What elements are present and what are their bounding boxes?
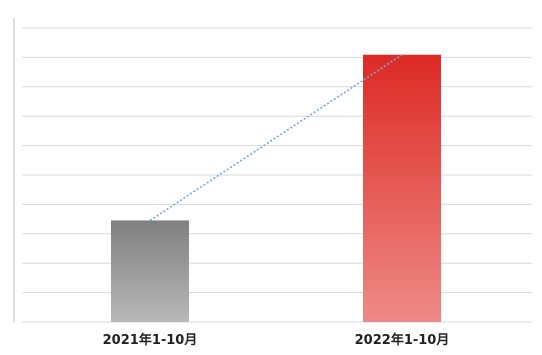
x-axis-tick-labels: 2021年1-10月 2022年1-10月 bbox=[103, 332, 450, 348]
bars bbox=[111, 54, 441, 323]
gridlines bbox=[22, 27, 532, 323]
x-tick-label: 2022年1-10月 bbox=[355, 332, 450, 348]
bar-2021 bbox=[111, 220, 189, 322]
bar-2022 bbox=[363, 54, 441, 323]
x-tick-label: 2021年1-10月 bbox=[103, 332, 198, 348]
